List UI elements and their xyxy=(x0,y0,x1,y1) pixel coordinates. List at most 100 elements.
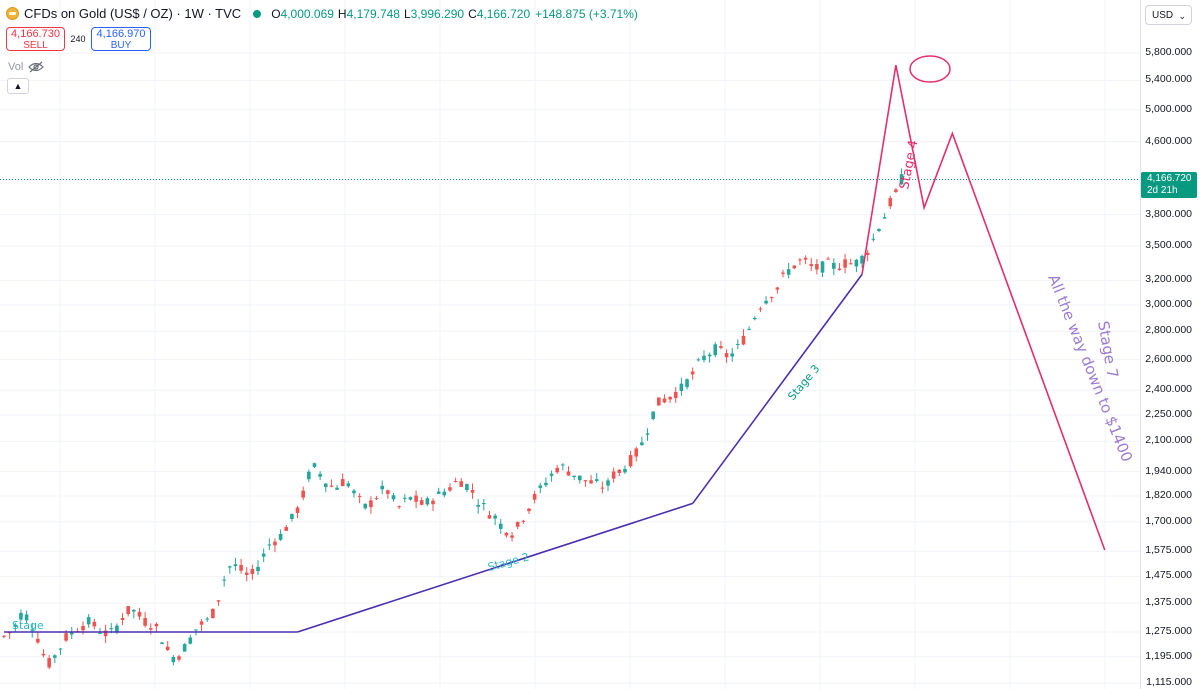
candle-body xyxy=(126,606,130,614)
forecast-label[interactable]: All the way down to $1400 xyxy=(1044,272,1136,465)
candle-body xyxy=(465,484,469,491)
candle-body xyxy=(340,479,345,487)
candle-body xyxy=(498,523,503,529)
candle-body xyxy=(764,300,768,304)
candle-body xyxy=(769,297,774,299)
stage-1-label[interactable]: Stage xyxy=(12,619,44,632)
candle-body xyxy=(397,506,401,508)
candle-body xyxy=(854,259,859,267)
sell-button[interactable]: 4,166.730 SELL xyxy=(6,27,65,51)
volume-legend: Vol xyxy=(8,61,45,73)
candle-body xyxy=(132,609,136,612)
symbol-legend: CFDs on Gold (US$ / OZ) · 1W · TVC O 4,00… xyxy=(6,6,638,21)
close-value: 4,166.720 xyxy=(476,6,531,21)
candle-body xyxy=(640,442,644,446)
candle-body xyxy=(205,618,210,620)
candle-body xyxy=(47,658,51,668)
eye-hidden-icon[interactable] xyxy=(28,61,45,73)
candle-body xyxy=(301,490,305,498)
market-status-icon xyxy=(253,9,262,18)
candle-body xyxy=(448,487,452,491)
grid xyxy=(0,0,1140,689)
candle-body xyxy=(617,469,622,474)
candle-body xyxy=(594,479,599,482)
candle-body xyxy=(628,455,633,467)
open-value: 4,000.069 xyxy=(280,6,334,21)
candle-body xyxy=(278,534,283,540)
price-axis[interactable]: 5,800.000 5,400.000 5,000.000 4,600.000 3,80… xyxy=(1140,0,1200,689)
candle-body xyxy=(572,475,576,478)
candle-body xyxy=(832,262,836,269)
bar-countdown: 2d 21h xyxy=(1147,185,1178,196)
candle-body xyxy=(589,480,593,484)
candle-body xyxy=(171,656,176,663)
currency-label: USD xyxy=(1152,10,1174,21)
candle-body xyxy=(137,611,142,617)
candle-body xyxy=(24,614,29,621)
candle-body xyxy=(544,482,548,486)
collapse-legend-button[interactable]: ▲ xyxy=(7,78,29,94)
candle-body xyxy=(459,481,464,487)
sell-price: 4,166.730 xyxy=(11,28,60,40)
candle-body xyxy=(239,564,243,571)
price-chart[interactable]: Stage Stage 2 Stage 3 Stage 4 All the wa… xyxy=(0,0,1140,689)
candle-body xyxy=(871,238,876,240)
candle-body xyxy=(199,621,204,625)
symbol-title[interactable]: CFDs on Gold (US$ / OZ) · 1W · TVC xyxy=(24,6,242,21)
candle-body xyxy=(645,433,650,435)
candle-body xyxy=(786,269,791,275)
candle-body xyxy=(702,355,706,361)
candle-body xyxy=(36,638,40,643)
candle-body xyxy=(120,617,125,620)
candle-body xyxy=(30,629,35,631)
stage-3-label[interactable]: Stage 3 xyxy=(785,362,822,403)
price-tick-label: 3,000.000 xyxy=(1145,298,1192,310)
change-value: +148.875 (+3.71%) xyxy=(535,6,638,21)
candle-body xyxy=(803,257,808,260)
candle-body xyxy=(561,464,565,466)
price-tick-label: 1,940.000 xyxy=(1145,464,1192,477)
candle-body xyxy=(216,600,221,602)
candle-body xyxy=(713,344,718,356)
price-tick-label: 4,600.000 xyxy=(1145,134,1192,147)
candle-body xyxy=(211,608,215,619)
price-tick-label: 2,400.000 xyxy=(1145,383,1192,396)
candle-body xyxy=(634,448,639,457)
open-key: O xyxy=(271,6,281,21)
candle-body xyxy=(307,471,311,480)
candle-body xyxy=(826,258,830,260)
candle-body xyxy=(165,646,170,651)
candle-body xyxy=(273,541,277,546)
candle-body xyxy=(53,655,57,658)
candle-body xyxy=(747,328,751,330)
candle-body xyxy=(476,504,480,507)
buy-button[interactable]: 4,166.970 BUY xyxy=(91,27,151,51)
price-tick-label: 5,000.000 xyxy=(1145,102,1192,115)
candle-body xyxy=(182,644,187,652)
candle-body xyxy=(555,467,560,473)
trendline-stage-3-trend[interactable] xyxy=(692,273,863,504)
candle-body xyxy=(532,493,537,500)
price-tick-label: 5,400.000 xyxy=(1145,73,1192,86)
stage-2-label[interactable]: Stage 2 xyxy=(486,550,530,574)
stage-4-label[interactable]: Stage 4 xyxy=(897,139,921,191)
candle-body xyxy=(527,508,531,512)
top-circle[interactable] xyxy=(909,55,951,83)
candle-body xyxy=(323,483,328,488)
spread-value: 240 xyxy=(70,34,86,44)
price-tick-label: 1,375.000 xyxy=(1145,596,1192,609)
candle-body xyxy=(662,398,667,403)
candle-body xyxy=(352,490,356,494)
candle-body xyxy=(380,485,385,490)
candle-body xyxy=(335,487,339,490)
currency-select[interactable]: USD ⌄ xyxy=(1145,5,1192,25)
candle-body xyxy=(453,480,458,482)
candle-body xyxy=(194,629,198,631)
candle-body xyxy=(363,503,368,509)
trendline-stage-2-trend[interactable] xyxy=(297,502,693,633)
chart-area[interactable]: Stage Stage 2 Stage 3 Stage 4 All the wa… xyxy=(0,0,1140,689)
trendline-forecast-path[interactable] xyxy=(861,64,1106,551)
candle-body xyxy=(86,617,91,625)
chevron-up-icon: ▲ xyxy=(13,81,23,91)
candle-body xyxy=(724,353,729,358)
